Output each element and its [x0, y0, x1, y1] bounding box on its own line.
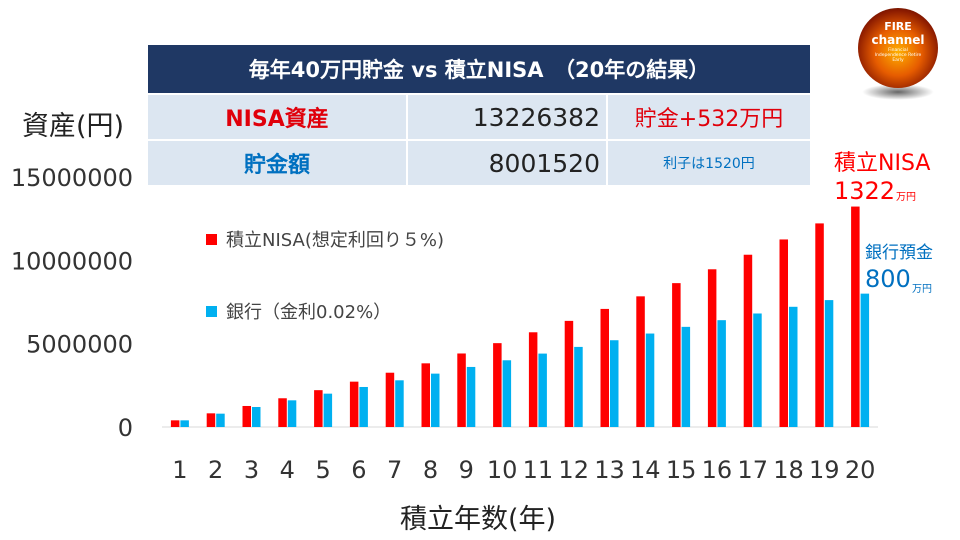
- bar-nisa: [242, 405, 251, 427]
- legend-swatch-bank: [206, 306, 217, 317]
- table-row-nisa: NISA資産 13226382 貯金+532万円: [148, 93, 810, 140]
- y-tick-label: 15000000: [11, 164, 133, 192]
- bar-bank: [610, 340, 619, 427]
- bar-nisa: [743, 254, 753, 427]
- x-tick-label: 5: [315, 456, 330, 484]
- annotation-nisa-value: 1322: [834, 177, 895, 205]
- bar-bank: [216, 413, 225, 427]
- bar-nisa: [206, 413, 216, 427]
- bar-nisa: [421, 363, 430, 427]
- x-tick-label: 8: [423, 456, 438, 484]
- bar-bank: [287, 400, 297, 427]
- y-tick-label: 0: [118, 414, 133, 442]
- x-tick-label: 7: [387, 456, 402, 484]
- x-tick-label: 11: [523, 456, 554, 484]
- bar-bank: [323, 393, 333, 427]
- logo-text-fire: FIRE: [884, 20, 912, 33]
- bar-bank: [431, 373, 440, 427]
- nisa-label: NISA資産: [148, 93, 407, 140]
- bar-bank: [538, 353, 547, 427]
- nisa-note: 貯金+532万円: [606, 93, 810, 140]
- savings-note: 利子は1520円: [606, 139, 810, 185]
- x-tick-label: 18: [773, 456, 804, 484]
- bar-nisa: [170, 420, 180, 427]
- x-tick-label: 9: [459, 456, 474, 484]
- x-tick-label: 15: [666, 456, 697, 484]
- x-tick-label: 2: [208, 456, 223, 484]
- bar-bank: [753, 313, 762, 427]
- bar-nisa: [672, 283, 681, 427]
- bar-nisa: [528, 332, 538, 427]
- x-tick-label: 13: [594, 456, 625, 484]
- annotation-bank-unit: 万円: [912, 284, 932, 295]
- bar-bank: [860, 293, 870, 427]
- x-tick-label: 12: [558, 456, 589, 484]
- savings-value: 8001520: [406, 139, 607, 185]
- annotation-nisa-unit: 万円: [896, 192, 916, 203]
- bar-nisa: [314, 390, 323, 427]
- x-tick-label: 10: [487, 456, 518, 484]
- bar-bank: [359, 386, 368, 427]
- bar-bank: [502, 360, 512, 427]
- x-tick-label: 6: [351, 456, 366, 484]
- x-axis-title: 積立年数(年): [400, 504, 556, 535]
- bar-bank: [789, 306, 798, 427]
- bar-bank: [574, 346, 583, 427]
- bar-nisa: [349, 381, 359, 427]
- bar-nisa: [779, 239, 788, 427]
- bar-bank: [645, 333, 655, 427]
- bar-nisa: [564, 320, 574, 427]
- bar-nisa: [457, 353, 466, 427]
- bar-bank: [681, 326, 691, 427]
- x-tick-label: 4: [280, 456, 295, 484]
- legend-label-nisa: 積立NISA(想定利回り５%): [226, 230, 444, 251]
- bar-nisa: [636, 296, 645, 427]
- bar-bank: [466, 366, 476, 427]
- x-tick-label: 3: [244, 456, 259, 484]
- y-tick-label: 5000000: [26, 331, 133, 359]
- y-tick-label: 10000000: [11, 247, 133, 275]
- x-tick-label: 17: [737, 456, 768, 484]
- bar-nisa: [600, 308, 609, 427]
- bar-nisa: [493, 343, 502, 427]
- summary-table: 毎年40万円貯金 vs 積立NISA （20年の結果） NISA資産 13226…: [148, 45, 810, 185]
- table-row-savings: 貯金額 8001520 利子は1520円: [148, 139, 810, 185]
- bar-nisa: [385, 372, 395, 427]
- bar-bank: [395, 380, 404, 427]
- bar-bank: [252, 406, 261, 427]
- fire-channel-logo: FIRE channel Financial Independence Reti…: [858, 8, 938, 88]
- bar-nisa: [278, 398, 287, 427]
- bar-nisa: [815, 223, 824, 427]
- logo-text-channel: channel: [871, 33, 925, 47]
- savings-label: 貯金額: [148, 139, 407, 185]
- bar-bank: [824, 300, 834, 427]
- x-tick-label: 14: [630, 456, 661, 484]
- bar-nisa: [707, 269, 717, 427]
- x-tick-label: 19: [809, 456, 840, 484]
- annotation-nisa-title: 積立NISA: [834, 151, 930, 176]
- legend-swatch-nisa: [206, 234, 217, 245]
- annotation-bank-title: 銀行預金: [865, 243, 933, 263]
- logo-text-tagline: Financial Independence Retire Early: [874, 48, 922, 63]
- x-tick-label: 20: [845, 456, 876, 484]
- legend-label-bank: 銀行（金利0.02%）: [226, 302, 391, 323]
- bar-nisa: [851, 206, 860, 427]
- annotation-bank-value: 800: [865, 265, 911, 293]
- y-axis-title: 資産(円): [22, 111, 125, 142]
- nisa-value: 13226382: [406, 93, 607, 140]
- x-tick-label: 16: [702, 456, 733, 484]
- table-header: 毎年40万円貯金 vs 積立NISA （20年の結果）: [148, 45, 810, 94]
- bar-bank: [717, 320, 726, 427]
- bar-bank: [180, 420, 189, 427]
- logo-shadow: [862, 84, 934, 100]
- x-tick-label: 1: [172, 456, 187, 484]
